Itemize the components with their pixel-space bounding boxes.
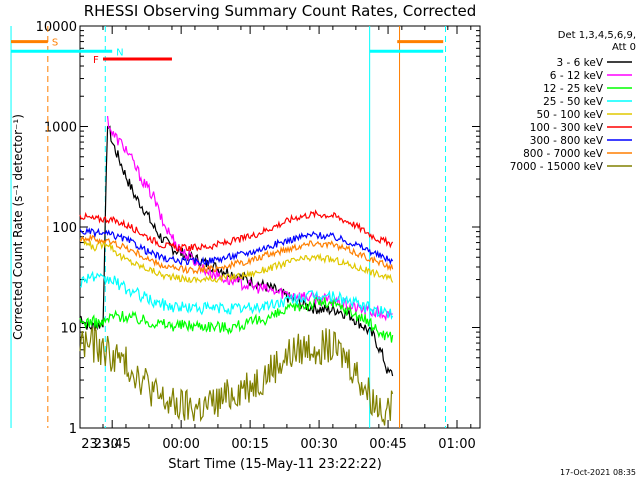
legend-entry-label: 25 - 50 keV [543,96,604,108]
x-tick-label: 00:00 [162,437,199,452]
timestamp-footer: 17-Oct-2021 08:35 [560,468,636,477]
series-line-0 [79,125,394,377]
series-line-8 [79,326,394,426]
y-axis-label: Corrected Count Rate (s⁻¹ detector⁻¹) [11,114,25,340]
y-tick-label: 100 [52,221,77,236]
series-line-7 [79,233,394,275]
chart-title: RHESSI Observing Summary Count Rates, Co… [84,2,477,20]
flag-label: N [116,47,123,58]
legend-header: Det 1,3,4,5,6,9, [558,30,636,41]
series-line-5 [79,209,394,253]
y-tick-label: 10000 [36,20,77,35]
x-tick-label: 00:45 [369,437,406,452]
legend-entry-label: 7000 - 15000 keV [510,161,604,173]
series-line-1 [107,115,393,322]
y-tick-label: 1000 [44,121,77,136]
legend-entry-label: 6 - 12 keV [550,70,604,82]
series-line-2 [79,297,394,343]
legend-header: Att 0 [612,42,636,53]
x-tick-label: 23:45 [93,437,130,452]
x-axis-label: Start Time (15-May-11 23:22:22) [168,457,382,472]
flag-label: S [52,38,58,49]
y-tick-label: 1 [69,422,77,437]
x-tick-label: 00:15 [231,437,268,452]
legend-entry-label: 12 - 25 keV [543,83,604,95]
x-tick-label: 01:00 [438,437,475,452]
flag-label: F [93,55,99,66]
series-line-4 [79,236,394,284]
series-line-6 [79,227,394,266]
legend-entry-label: 800 - 7000 keV [523,148,604,160]
legend-entry-label: 300 - 800 keV [530,135,604,147]
series-line-3 [79,270,394,320]
legend-entry-label: 3 - 6 keV [556,57,603,69]
x-tick-label: 00:30 [300,437,337,452]
x-tick-label: 23:30 [81,437,118,452]
legend-entry-label: 100 - 300 keV [530,122,604,134]
legend-entry-label: 50 - 100 keV [536,109,603,121]
y-tick-label: 10 [60,322,77,337]
